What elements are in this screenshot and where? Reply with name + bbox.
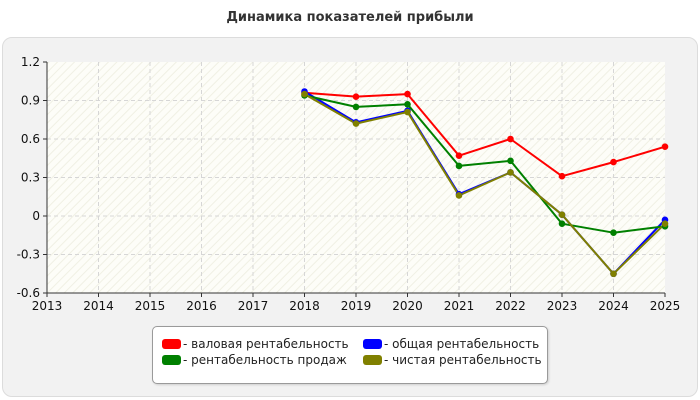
data-point-series-2 bbox=[455, 162, 463, 170]
x-tick-label: 2019 bbox=[341, 299, 372, 313]
y-tick-label: -0.6 bbox=[17, 286, 40, 300]
x-tick-label: 2013 bbox=[32, 299, 63, 313]
data-point-series-3 bbox=[610, 270, 617, 278]
y-tick-label: -0.3 bbox=[17, 248, 40, 262]
legend-label: - рентабельность продаж bbox=[183, 353, 347, 367]
legend-swatch-red bbox=[162, 339, 181, 349]
data-point-series-2 bbox=[610, 229, 617, 236]
data-point-series-0 bbox=[507, 135, 514, 143]
legend: - валовая рентабельность - общая рентабе… bbox=[152, 326, 548, 384]
data-point-series-2 bbox=[404, 101, 411, 108]
series-lines bbox=[303, 90, 666, 275]
data-point-series-3 bbox=[661, 220, 669, 227]
legend-label: - чистая рентабельность bbox=[384, 353, 542, 367]
data-point-series-3 bbox=[455, 192, 463, 199]
legend-item-total: - общая рентабельность bbox=[363, 336, 539, 352]
data-point-series-0 bbox=[352, 93, 360, 100]
legend-swatch-green bbox=[162, 355, 181, 365]
data-point-series-0 bbox=[661, 143, 669, 150]
legend-item-sales: - рентабельность продаж bbox=[162, 352, 347, 368]
data-point-series-2 bbox=[352, 103, 360, 111]
data-point-series-3 bbox=[404, 108, 411, 116]
legend-swatch-blue bbox=[363, 339, 382, 349]
x-tick-label: 2015 bbox=[135, 299, 166, 313]
legend-item-gross: - валовая рентабельность bbox=[162, 336, 349, 352]
data-point-series-0 bbox=[404, 90, 411, 98]
x-tick-label: 2024 bbox=[598, 299, 629, 313]
x-tick-label: 2021 bbox=[444, 299, 475, 313]
series-line-0 bbox=[304, 91, 666, 178]
x-tick-label: 2023 bbox=[547, 299, 578, 313]
series-line-2 bbox=[304, 94, 666, 234]
y-tick-label: 1.2 bbox=[21, 55, 40, 69]
x-tick-label: 2017 bbox=[238, 299, 269, 313]
legend-swatch-olive bbox=[363, 355, 382, 365]
series-line-3 bbox=[304, 93, 666, 275]
x-tick-label: 2025 bbox=[650, 299, 681, 313]
legend-label: - валовая рентабельность bbox=[183, 337, 349, 351]
data-point-series-3 bbox=[558, 211, 566, 219]
data-point-series-0 bbox=[558, 172, 566, 180]
data-point-series-0 bbox=[610, 158, 617, 166]
data-point-series-2 bbox=[507, 157, 514, 165]
y-tick-label: 0.9 bbox=[21, 94, 40, 108]
legend-item-net: - чистая рентабельность bbox=[363, 352, 542, 368]
x-tick-label: 2018 bbox=[289, 299, 320, 313]
data-point-series-2 bbox=[558, 220, 566, 227]
y-tick-label: 0 bbox=[32, 209, 40, 223]
legend-label: - общая рентабельность bbox=[384, 337, 540, 351]
y-tick-label: 0.3 bbox=[21, 171, 40, 185]
data-point-series-3 bbox=[301, 90, 308, 98]
data-point-series-3 bbox=[352, 120, 360, 127]
x-tick-label: 2020 bbox=[392, 299, 423, 313]
chart-title: Динамика показателей прибыли bbox=[226, 10, 474, 25]
x-tick-label: 2016 bbox=[186, 299, 217, 313]
series-points bbox=[301, 88, 669, 278]
data-point-series-0 bbox=[455, 152, 463, 159]
x-tick-label: 2014 bbox=[83, 299, 114, 313]
x-tick-label: 2022 bbox=[495, 299, 526, 313]
y-tick-label: 0.6 bbox=[21, 132, 40, 146]
data-point-series-3 bbox=[507, 169, 514, 176]
